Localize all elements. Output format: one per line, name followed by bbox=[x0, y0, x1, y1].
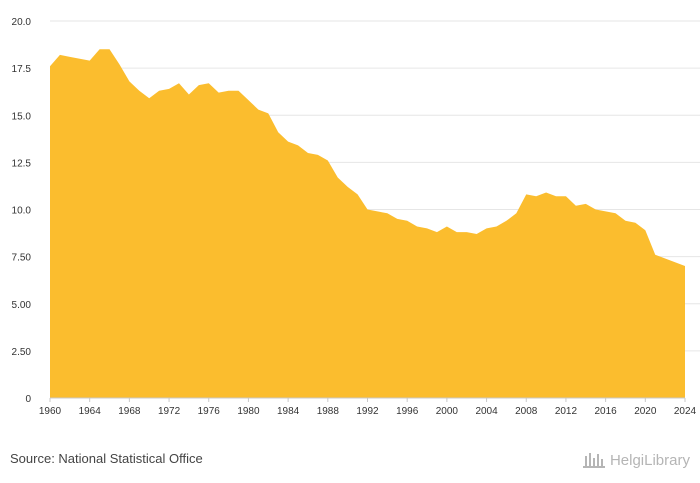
x-tick-label: 2024 bbox=[674, 406, 697, 417]
y-tick-label: 5.00 bbox=[12, 300, 32, 311]
x-tick-label: 1988 bbox=[317, 406, 340, 417]
y-axis: 0 2.50 5.00 7.50 10.0 12.5 15.0 17.5 20.0 bbox=[12, 17, 32, 405]
y-tick-label: 12.5 bbox=[12, 158, 32, 169]
y-tick-label: 2.50 bbox=[12, 347, 32, 358]
x-tick-label: 1984 bbox=[277, 406, 300, 417]
x-tick-label: 1980 bbox=[237, 406, 260, 417]
x-tick-label: 2016 bbox=[595, 406, 618, 417]
y-tick-label: 17.5 bbox=[12, 64, 32, 75]
x-tick-label: 2020 bbox=[634, 406, 657, 417]
library-icon bbox=[582, 453, 605, 468]
y-tick-label: 15.0 bbox=[12, 111, 32, 122]
brand-logo: HelgiLibrary bbox=[582, 450, 690, 470]
area-layer bbox=[50, 49, 685, 399]
x-axis: 1960 1964 1968 1972 1976 1980 1984 1988 1992 1996… bbox=[39, 398, 697, 417]
series-area bbox=[50, 49, 685, 399]
x-tick-label: 1964 bbox=[79, 406, 102, 417]
y-tick-label: 10.0 bbox=[12, 206, 32, 217]
x-tick-label: 1996 bbox=[396, 406, 419, 417]
x-tick-label: 1972 bbox=[158, 406, 181, 417]
x-tick-label: 2008 bbox=[515, 406, 538, 417]
x-tick-label: 2012 bbox=[555, 406, 578, 417]
x-tick-label: 1960 bbox=[39, 406, 62, 417]
y-tick-label: 20.0 bbox=[12, 17, 32, 28]
x-tick-label: 1976 bbox=[198, 406, 221, 417]
source-note: Source: National Statistical Office bbox=[10, 451, 203, 466]
x-tick-label: 1992 bbox=[356, 406, 379, 417]
y-tick-label: 0 bbox=[25, 394, 31, 405]
x-tick-label: 2000 bbox=[436, 406, 459, 417]
y-tick-label: 7.50 bbox=[12, 253, 32, 264]
x-tick-label: 1968 bbox=[118, 406, 141, 417]
x-tick-label: 2004 bbox=[475, 406, 498, 417]
brand-name: HelgiLibrary bbox=[609, 451, 690, 469]
